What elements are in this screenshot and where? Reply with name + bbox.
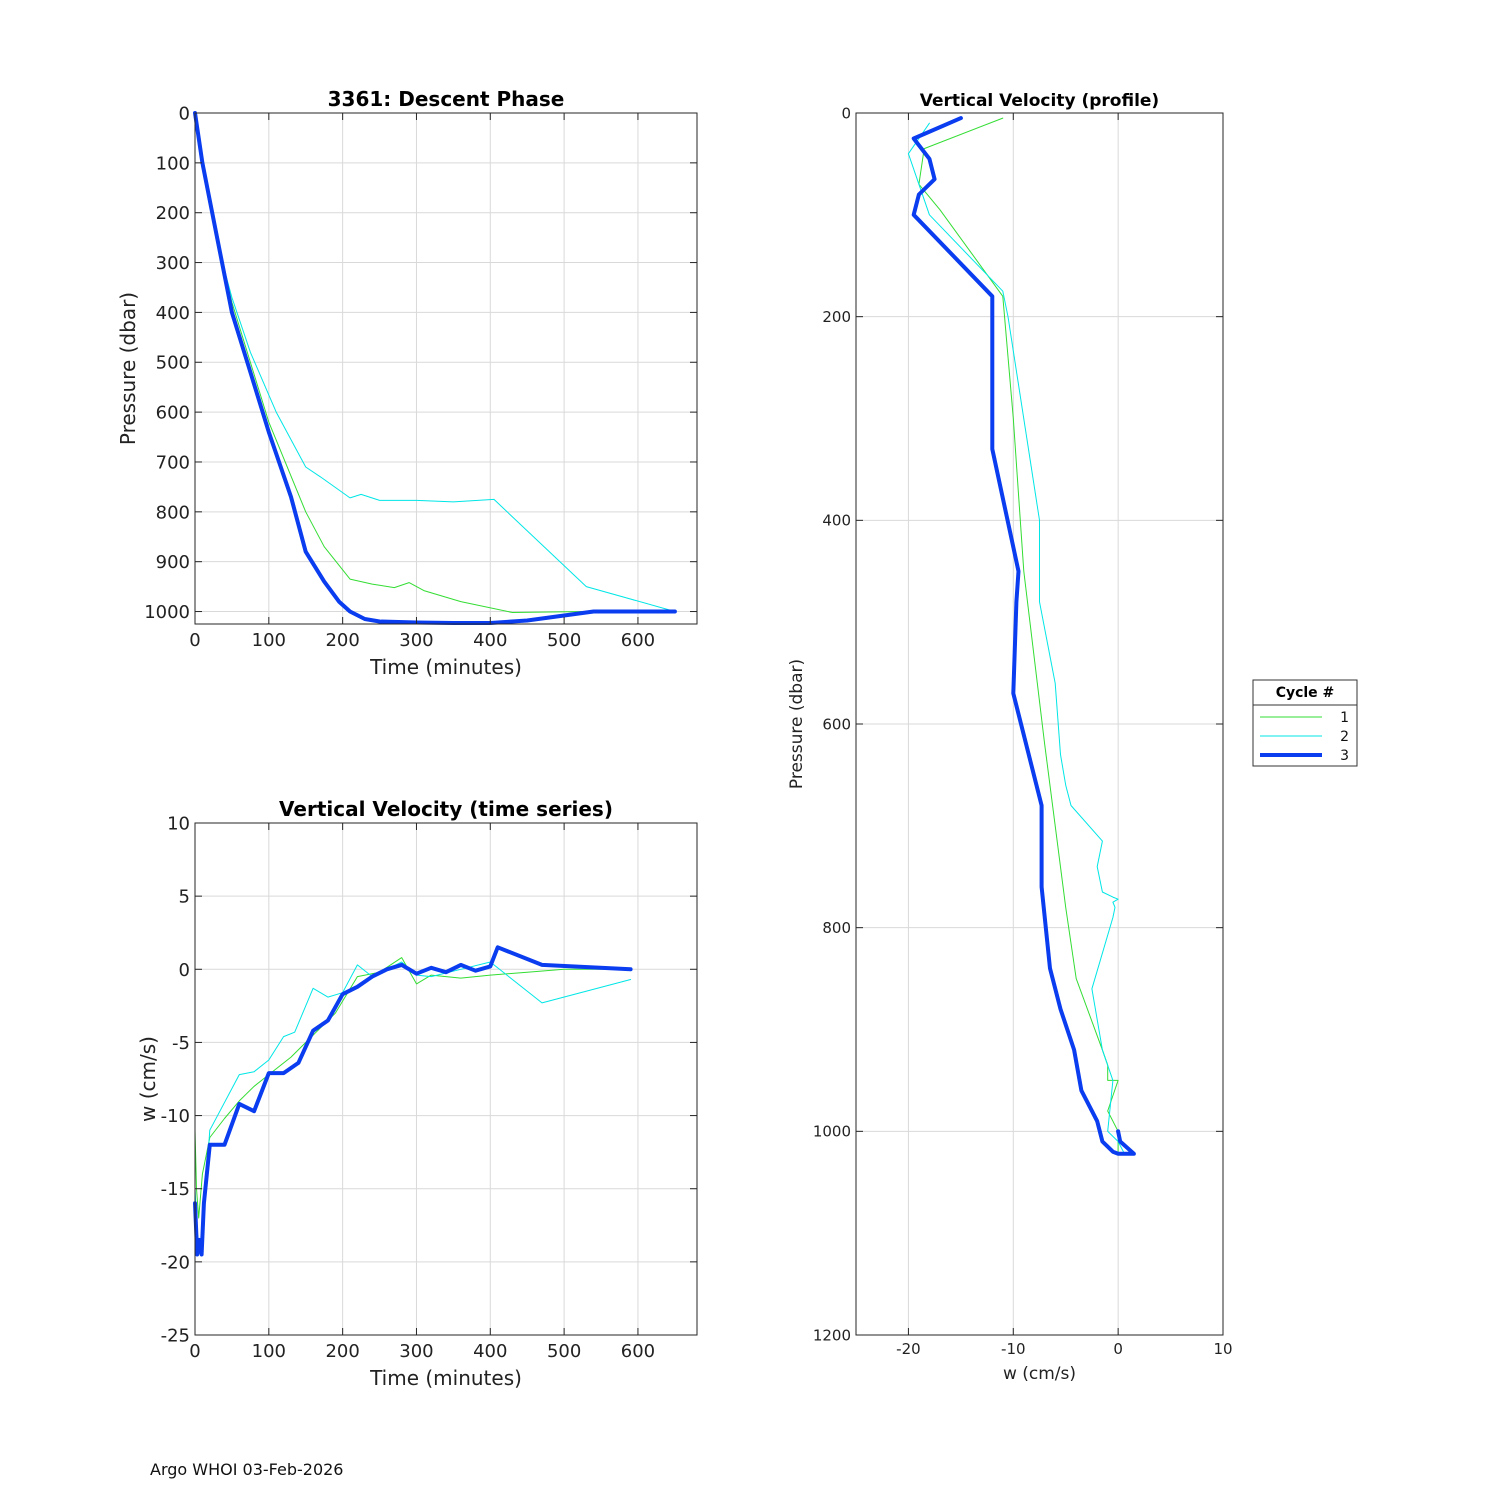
series-lines <box>193 945 633 1257</box>
tick-marks: 0 100 200 300 400 500 600 0 100 200 300 400 500 600 70… <box>144 103 697 651</box>
tick-marks: 0 100 200 300 400 500 600 10 5 0 -5 -10 -15 -20 -25 <box>161 813 697 1362</box>
y-tick-label: -15 <box>161 1179 190 1200</box>
y-tick-label: 700 <box>156 452 190 473</box>
y-tick-label: 600 <box>156 403 190 424</box>
plot-area <box>195 823 697 1335</box>
chart-title: Vertical Velocity (profile) <box>920 91 1159 111</box>
chart-title: Vertical Velocity (time series) <box>279 797 613 821</box>
x-tick-label: 200 <box>325 630 359 651</box>
series-line-cycle-3 <box>193 111 677 625</box>
x-axis-label: w (cm/s) <box>1003 1364 1076 1384</box>
x-tick-label: 100 <box>252 1341 286 1362</box>
axes-box <box>194 112 698 625</box>
y-tick-label: 0 <box>841 104 851 122</box>
y-tick-label: 800 <box>156 502 190 523</box>
series-line-cycle-3 <box>193 945 633 1257</box>
x-tick-label: 500 <box>547 1341 581 1362</box>
x-tick-label: 500 <box>547 630 581 651</box>
x-tick-label: 200 <box>325 1341 359 1362</box>
grid-lines <box>195 113 697 624</box>
footer-credit: Argo WHOI 03-Feb-2026 <box>150 1460 344 1479</box>
x-axis-label: Time (minutes) <box>369 655 522 679</box>
legend-label-cycle-2: 2 <box>1340 729 1349 745</box>
chart-title: 3361: Descent Phase <box>328 87 565 111</box>
x-tick-label: 300 <box>399 630 433 651</box>
x-tick-label: -20 <box>896 1340 921 1358</box>
x-tick-label: 0 <box>189 630 200 651</box>
y-tick-label: -20 <box>161 1252 190 1273</box>
legend-title: Cycle # <box>1276 685 1335 701</box>
series-line-cycle-2 <box>907 122 1124 1153</box>
series-lines <box>193 111 677 625</box>
y-tick-label: -5 <box>172 1033 190 1054</box>
y-tick-label: 5 <box>179 887 190 908</box>
y-tick-label: 900 <box>156 552 190 573</box>
y-axis-label: w (cm/s) <box>136 1036 160 1122</box>
grid-lines <box>195 823 697 1335</box>
x-tick-label: 400 <box>473 1341 507 1362</box>
x-axis-label: Time (minutes) <box>369 1366 522 1390</box>
x-tick-label: 600 <box>621 1341 655 1362</box>
legend-label-cycle-1: 1 <box>1340 710 1349 726</box>
axes-box <box>194 822 698 1336</box>
legend: Cycle # 1 2 3 <box>1252 679 1358 767</box>
y-tick-label: 1000 <box>144 602 190 623</box>
series-line-cycle-3 <box>911 116 1136 1156</box>
x-tick-label: 0 <box>189 1341 200 1362</box>
y-tick-label: 0 <box>179 960 190 981</box>
y-tick-label: 10 <box>167 813 190 834</box>
y-axis-label: Pressure (dbar) <box>787 659 807 789</box>
descent-phase-chart: 0 100 200 300 400 500 600 0 100 200 300 400 500 600 70… <box>116 87 698 679</box>
y-tick-label: 1200 <box>813 1326 851 1344</box>
x-tick-label: 10 <box>1213 1340 1232 1358</box>
x-tick-label: 300 <box>399 1341 433 1362</box>
y-tick-label: 400 <box>822 512 851 530</box>
y-tick-label: 600 <box>822 715 851 733</box>
series-line-cycle-1 <box>918 117 1119 1153</box>
x-tick-label: 0 <box>1113 1340 1123 1358</box>
y-tick-label: 100 <box>156 153 190 174</box>
y-tick-label: -25 <box>161 1325 190 1346</box>
x-tick-label: -10 <box>1001 1340 1026 1358</box>
plot-area <box>195 113 697 624</box>
y-tick-label: 200 <box>822 308 851 326</box>
x-tick-label: 600 <box>621 630 655 651</box>
y-tick-label: 1000 <box>813 1123 851 1141</box>
y-tick-label: 500 <box>156 353 190 374</box>
series-lines <box>907 116 1136 1156</box>
y-tick-label: 200 <box>156 203 190 224</box>
x-tick-label: 100 <box>252 630 286 651</box>
y-tick-label: 800 <box>822 919 851 937</box>
y-tick-label: -10 <box>161 1106 190 1127</box>
x-tick-label: 400 <box>473 630 507 651</box>
y-axis-label: Pressure (dbar) <box>116 292 140 445</box>
y-tick-label: 0 <box>179 103 190 124</box>
vertical-velocity-time-chart: 0 100 200 300 400 500 600 10 5 0 -5 -10 -15 -20 -25 Ver… <box>136 797 698 1390</box>
y-tick-label: 300 <box>156 253 190 274</box>
legend-box <box>1252 679 1358 767</box>
y-tick-label: 400 <box>156 303 190 324</box>
legend-label-cycle-3: 3 <box>1340 748 1349 764</box>
